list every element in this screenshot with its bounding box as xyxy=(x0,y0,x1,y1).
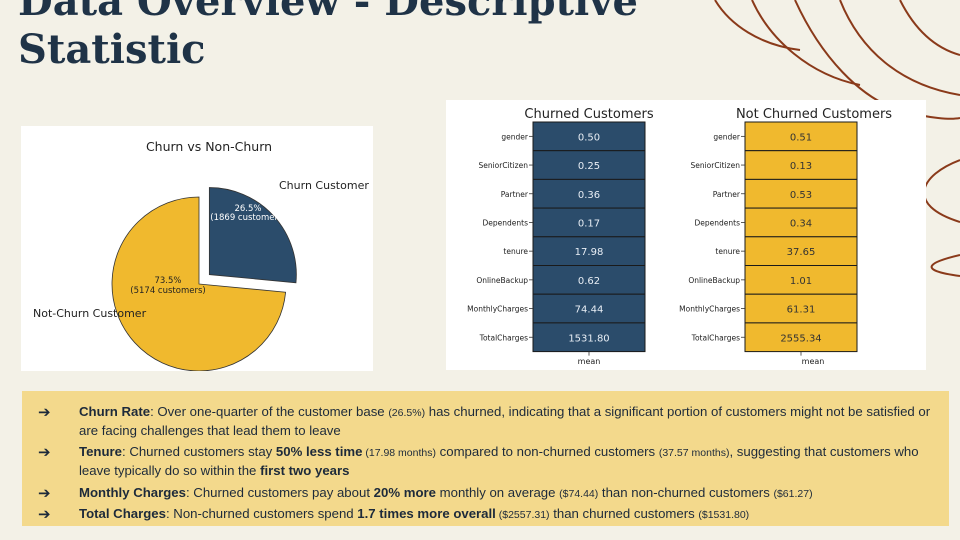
not-churned-heatmap-cell xyxy=(744,322,858,353)
churned-heatmap-row-label: Partner xyxy=(501,190,529,199)
churned-heatmap-row-label: Dependents xyxy=(483,218,529,227)
churned-heatmap-title: Churned Customers xyxy=(524,107,653,122)
pie-chart: Churn vs Non-Churn Churn Customer Not-Ch… xyxy=(33,139,369,372)
not-churned-heatmap-row-label: Dependents xyxy=(695,218,741,227)
churn-pie-slice xyxy=(208,187,297,284)
churned-heatmap-row-label: gender xyxy=(501,132,529,141)
not-churn-slice-label: Not-Churn Customer xyxy=(33,307,147,320)
not-churn-slice-count: (5174 customers) xyxy=(130,286,205,296)
churned-heatmap-value: 0.25 xyxy=(578,161,600,172)
churned-heatmap-value: 1531.80 xyxy=(568,333,609,344)
not-churned-heatmap-value: 1.01 xyxy=(790,276,812,287)
churned-heatmap-row-label: TotalCharges xyxy=(479,333,528,342)
churned-heatmap-value: 17.98 xyxy=(575,247,604,258)
heatmap-panel: Churned Customers Not Churned Customers … xyxy=(446,100,926,370)
not-churned-heatmap-row-label: gender xyxy=(713,132,741,141)
churned-heatmap-row-label: tenure xyxy=(503,247,528,256)
not-churned-heatmap-cell xyxy=(744,150,858,180)
not-churned-heatmap-row-label: TotalCharges xyxy=(691,333,740,342)
arrow-icon: ➔ xyxy=(38,505,51,523)
not-churned-heatmap-value: 0.51 xyxy=(790,132,812,143)
churned-heatmap-row-label: MonthlyCharges xyxy=(467,305,528,314)
churn-slice-label: Churn Customer xyxy=(279,179,369,192)
not-churned-heatmap-value: 2555.34 xyxy=(780,333,821,344)
not-churned-heatmap-row-label: tenure xyxy=(715,247,740,256)
insights-box: ➔ Churn Rate: Over one-quarter of the cu… xyxy=(22,391,949,526)
arrow-icon: ➔ xyxy=(38,484,51,502)
churn-slice-count: (1869 customers) xyxy=(210,213,285,223)
not-churned-heatmap-cell xyxy=(744,236,858,267)
not-churned-heatmap-value: 37.65 xyxy=(787,247,816,258)
not-churned-heatmap-cell xyxy=(744,293,858,324)
not-churned-heatmap-row-label: SeniorCitizen xyxy=(690,161,740,170)
churned-heatmap-row-label: OnlineBackup xyxy=(476,276,528,285)
not-churned-heatmap-row-label: OnlineBackup xyxy=(688,276,740,285)
pie-chart-title: Churn vs Non-Churn xyxy=(146,139,272,154)
churned-heatmap-value: 74.44 xyxy=(575,305,604,316)
not-churned-heatmap-value: 61.31 xyxy=(787,305,816,316)
page-title: Data Overview - Descriptive Statistic xyxy=(18,0,638,73)
heatmap-chart: Churned Customers Not Churned Customers … xyxy=(467,107,892,366)
not-churned-heatmap-row-label: Partner xyxy=(713,190,741,199)
not-churned-heatmap-xlabel: mean xyxy=(802,357,825,366)
not-churned-heatmap-value: 0.53 xyxy=(790,190,812,201)
churned-heatmap-cell xyxy=(532,236,646,267)
arrow-icon: ➔ xyxy=(38,403,51,421)
churned-heatmap-row-label: SeniorCitizen xyxy=(478,161,528,170)
churned-heatmap-value: 0.36 xyxy=(578,190,600,201)
arrow-icon: ➔ xyxy=(38,443,51,461)
churned-heatmap-cell xyxy=(532,322,646,353)
not-churn-slice-pct: 73.5% xyxy=(154,276,181,286)
churn-slice-pct: 26.5% xyxy=(234,204,261,214)
pie-chart-panel: Churn vs Non-Churn Churn Customer Not-Ch… xyxy=(21,126,373,372)
not-churned-heatmap-title: Not Churned Customers xyxy=(736,107,892,122)
churned-heatmap-cell xyxy=(532,265,646,295)
not-churned-heatmap-row-label: MonthlyCharges xyxy=(679,305,740,314)
not-churned-heatmap-value: 0.34 xyxy=(790,218,812,229)
not-churn-pie-slice xyxy=(111,196,287,372)
churned-heatmap-value: 0.62 xyxy=(578,276,600,287)
churned-heatmap-value: 0.17 xyxy=(578,218,600,229)
churned-heatmap-value: 0.50 xyxy=(578,132,600,143)
churned-heatmap-xlabel: mean xyxy=(578,357,601,366)
not-churned-heatmap-value: 0.13 xyxy=(790,161,812,172)
